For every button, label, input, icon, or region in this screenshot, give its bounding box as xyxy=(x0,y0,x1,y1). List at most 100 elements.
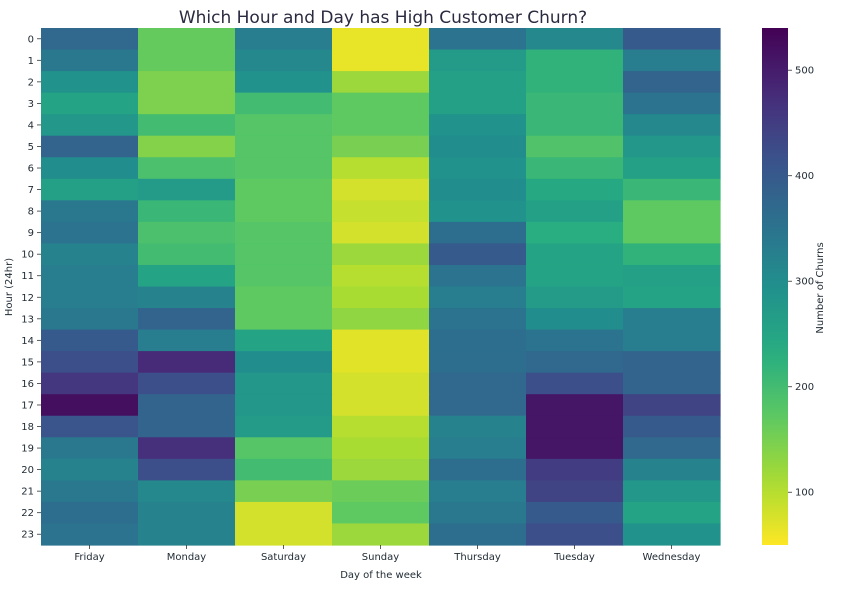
colorbar-label: Number of Churns xyxy=(815,242,826,333)
heatmap-cell xyxy=(41,308,139,331)
heatmap-cell xyxy=(138,415,236,438)
y-tick-label: 1 xyxy=(28,56,34,67)
heatmap-cell xyxy=(526,372,624,395)
heatmap-cell xyxy=(526,92,624,115)
heatmap-cell xyxy=(138,523,236,546)
heatmap-cell xyxy=(623,437,721,460)
colorbar xyxy=(762,28,788,545)
heatmap-cell xyxy=(623,221,721,245)
heatmap-cell xyxy=(526,437,624,460)
heatmap-cell xyxy=(332,221,430,245)
x-tick-labels: Friday Monday Saturday Sunday Thursday Tuesda… xyxy=(74,545,701,563)
heatmap-cell xyxy=(623,329,721,352)
heatmap-cell xyxy=(41,523,139,546)
heatmap-cell xyxy=(332,178,430,201)
heatmap-cell xyxy=(41,480,139,503)
heatmap-cell xyxy=(138,178,236,201)
heatmap-cell xyxy=(623,178,721,201)
heatmap-cell xyxy=(623,71,721,94)
x-tick-label: Thursday xyxy=(453,552,501,563)
heatmap-cell xyxy=(332,92,430,115)
heatmap-cell xyxy=(332,351,430,374)
heatmap-cell xyxy=(138,71,236,94)
heatmap-cell xyxy=(41,351,139,374)
colorbar-tick-label: 500 xyxy=(795,66,814,77)
heatmap-cell xyxy=(623,135,721,158)
heatmap-cell xyxy=(526,221,624,245)
y-tick-label: 19 xyxy=(21,444,34,455)
heatmap-cell xyxy=(41,157,139,180)
heatmap-cell xyxy=(332,523,430,546)
heatmap-cell xyxy=(235,243,333,266)
heatmap-cell xyxy=(138,501,236,525)
heatmap-cell xyxy=(235,329,333,352)
heatmap-cell xyxy=(41,243,139,266)
heatmap-cell xyxy=(138,458,236,481)
y-tick-label: 4 xyxy=(28,120,34,131)
heatmap-cell xyxy=(429,49,527,72)
y-tick-label: 9 xyxy=(28,228,34,239)
heatmap-cell xyxy=(526,28,624,51)
heatmap-cell xyxy=(526,501,624,525)
colorbar-ticks: 100 200 300 400 500 xyxy=(788,66,814,499)
heatmap-cell xyxy=(623,501,721,525)
heatmap-cell xyxy=(138,480,236,503)
heatmap-cell xyxy=(235,178,333,201)
heatmap-cell xyxy=(138,28,236,51)
heatmap-cell xyxy=(235,437,333,460)
heatmap-cell xyxy=(235,49,333,72)
heatmap-cell xyxy=(138,308,236,331)
heatmap-cell xyxy=(429,243,527,266)
heatmap-cell xyxy=(41,92,139,115)
heatmap-cell xyxy=(138,157,236,180)
heatmap-cell xyxy=(429,28,527,51)
heatmap-cell xyxy=(235,308,333,331)
heatmap-cell xyxy=(332,28,430,51)
heatmap-cell xyxy=(526,243,624,266)
heatmap-cell xyxy=(526,415,624,438)
heatmap-cell xyxy=(138,437,236,460)
y-tick-label: 3 xyxy=(28,99,34,110)
heatmap-cell xyxy=(138,114,236,137)
heatmap-cell xyxy=(623,458,721,481)
heatmap-cell xyxy=(235,200,333,223)
colorbar-tick-label: 100 xyxy=(795,488,814,499)
x-axis-label: Day of the week xyxy=(340,570,422,581)
heatmap-cell xyxy=(526,114,624,137)
heatmap-cell xyxy=(138,329,236,352)
heatmap-cell xyxy=(138,221,236,245)
heatmap-cell xyxy=(623,200,721,223)
heatmap-cell xyxy=(332,135,430,158)
y-tick-label: 7 xyxy=(28,185,34,196)
heatmap-cell xyxy=(41,221,139,245)
heatmap-cell xyxy=(235,415,333,438)
heatmap-cell xyxy=(332,200,430,223)
heatmap-cell xyxy=(429,415,527,438)
heatmap-cell xyxy=(41,264,139,288)
heatmap-cell xyxy=(138,49,236,72)
heatmap-cell xyxy=(41,114,139,137)
heatmap-cell xyxy=(429,157,527,180)
heatmap-cell xyxy=(235,157,333,180)
heatmap-cell xyxy=(332,458,430,481)
heatmap-cell xyxy=(235,351,333,374)
heatmap-cell xyxy=(526,264,624,288)
heatmap-cell xyxy=(623,28,721,51)
heatmap-cell xyxy=(429,92,527,115)
heatmap-cell xyxy=(138,92,236,115)
heatmap-cell xyxy=(429,308,527,331)
y-tick-label: 16 xyxy=(21,379,34,390)
heatmap-cell xyxy=(41,49,139,72)
y-tick-label: 13 xyxy=(21,314,34,325)
heatmap-cell xyxy=(138,135,236,158)
heatmap-cell xyxy=(138,286,236,309)
heatmap-cell xyxy=(526,458,624,481)
heatmap-cell xyxy=(332,437,430,460)
heatmap-cell xyxy=(41,135,139,158)
heatmap-cell xyxy=(332,501,430,525)
heatmap-cell xyxy=(623,415,721,438)
heatmap-cell xyxy=(138,351,236,374)
heatmap-cell xyxy=(623,114,721,137)
heatmap-cell xyxy=(526,480,624,503)
